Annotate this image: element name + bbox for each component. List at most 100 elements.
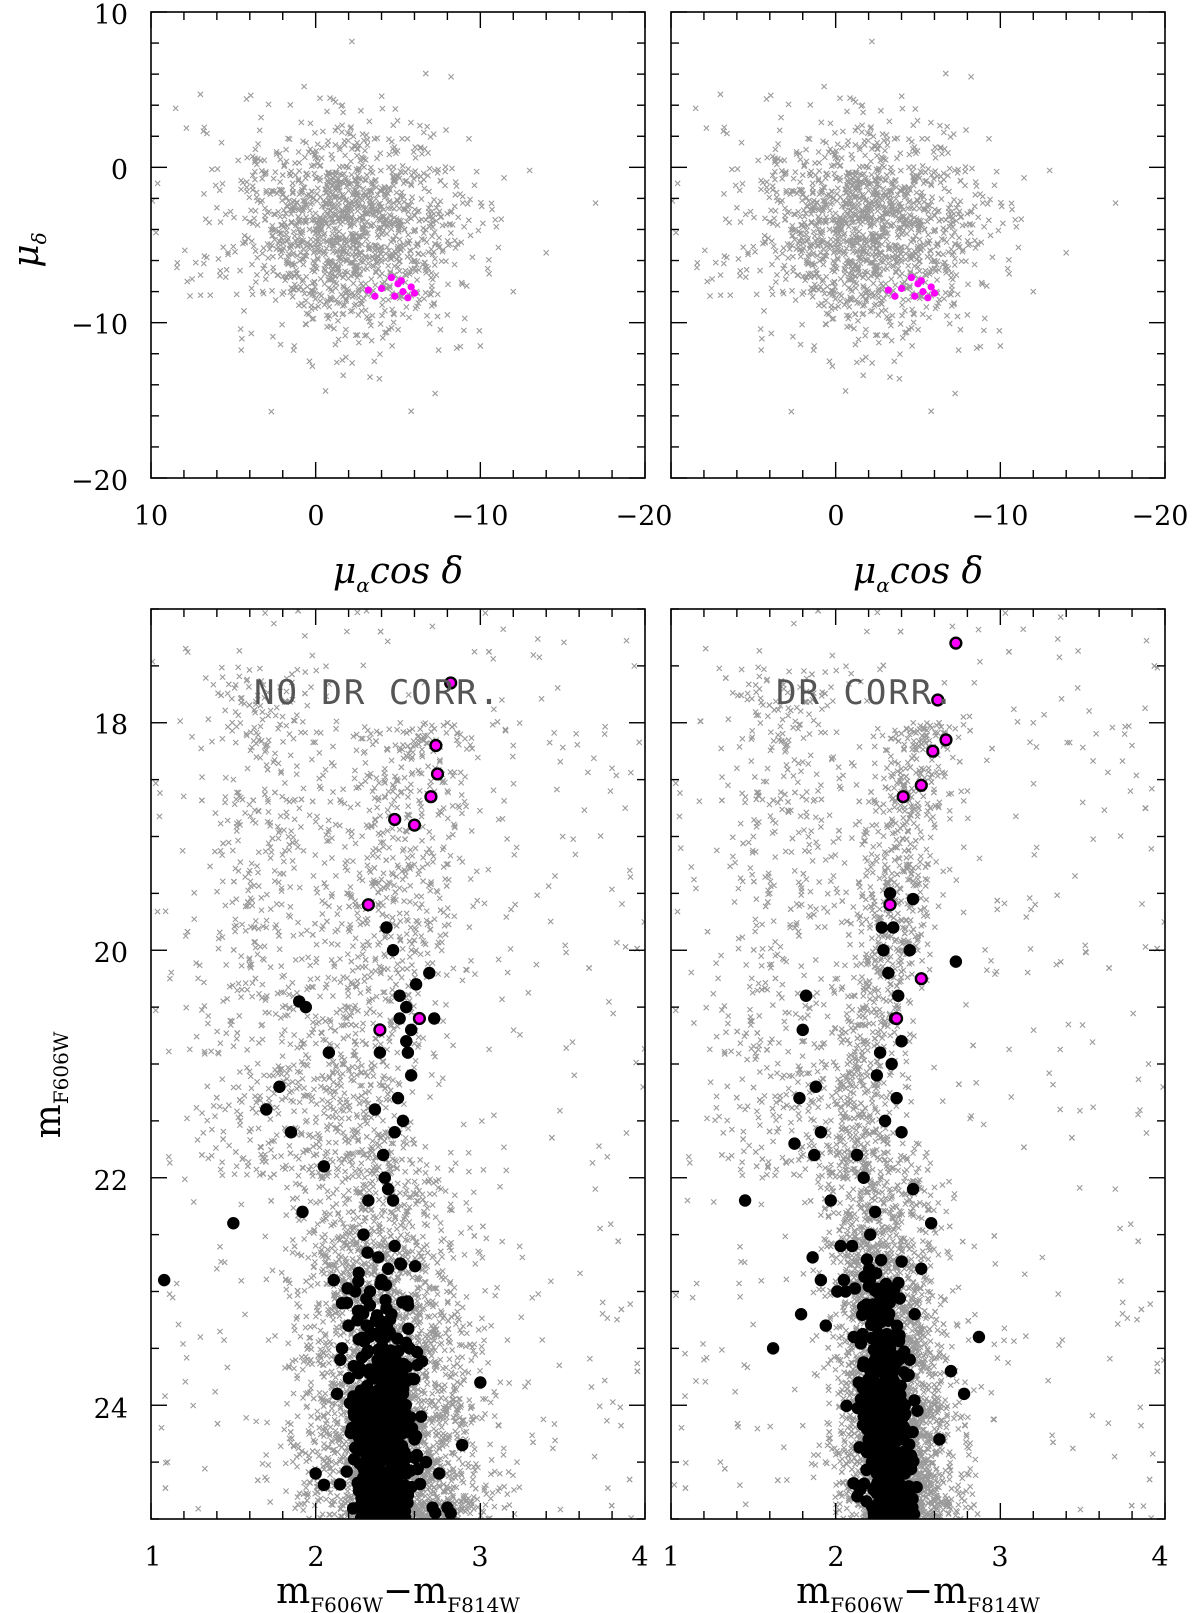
field-star-mark: [310, 249, 317, 256]
field-star-mark: [889, 262, 896, 269]
field-star-mark: [941, 185, 948, 192]
field-star-mark: [262, 276, 269, 283]
field-star-mark: [789, 188, 796, 195]
field-star-mark: [314, 1075, 321, 1082]
field-star-mark: [258, 167, 265, 174]
field-star-mark: [627, 769, 634, 776]
field-star-mark: [232, 739, 239, 746]
field-star-cloud: [151, 70, 533, 415]
field-star-mark: [415, 207, 422, 214]
member-star-point: [917, 277, 925, 285]
field-star-mark: [302, 320, 309, 327]
field-star-mark: [377, 167, 384, 174]
field-star-mark: [438, 1424, 445, 1431]
field-star-mark: [596, 1143, 603, 1150]
field-star-mark: [326, 312, 333, 319]
field-star-mark: [173, 264, 180, 271]
field-star-mark: [507, 945, 514, 952]
field-star-mark: [334, 247, 341, 254]
member-star-point: [391, 292, 399, 300]
field-star-mark: [355, 1057, 362, 1064]
field-star-mark: [823, 214, 830, 221]
field-star-mark: [323, 981, 330, 988]
field-star-mark: [416, 296, 423, 303]
field-star-mark: [333, 359, 340, 366]
field-star-mark: [817, 283, 824, 290]
field-star-mark: [479, 1395, 486, 1402]
field-star-mark: [461, 315, 468, 322]
field-star-mark: [895, 265, 902, 272]
field-star-mark: [941, 145, 948, 152]
field-star-mark: [853, 226, 860, 233]
field-star-mark: [416, 1166, 423, 1173]
field-star-mark: [427, 887, 434, 894]
field-star-mark: [407, 180, 414, 187]
field-star-mark: [279, 1164, 286, 1171]
field-star-mark: [361, 978, 368, 985]
field-star-mark: [817, 231, 824, 238]
field-star-mark: [428, 274, 435, 281]
field-star-mark: [943, 312, 950, 319]
field-star-mark: [388, 757, 395, 764]
field-star-mark: [320, 1413, 327, 1420]
field-star-mark: [342, 326, 349, 333]
field-star-mark: [427, 919, 434, 926]
field-star-mark: [312, 1040, 319, 1047]
field-star-mark: [350, 280, 357, 287]
field-star-mark: [419, 753, 426, 760]
field-star-mark: [875, 202, 882, 209]
field-star-mark: [604, 1485, 611, 1492]
field-star-mark: [877, 176, 884, 183]
field-star-mark: [264, 1419, 271, 1426]
field-star-mark: [866, 245, 873, 252]
field-star-mark: [477, 199, 484, 206]
field-star-mark: [774, 222, 781, 229]
field-star-mark: [457, 191, 464, 198]
member-star-point: [410, 289, 419, 297]
field-star-mark: [823, 253, 830, 260]
field-star-mark: [936, 296, 943, 303]
field-star-mark: [459, 1461, 466, 1468]
field-star-mark: [516, 1484, 523, 1491]
field-star-mark: [154, 180, 161, 187]
field-star-mark: [248, 207, 255, 214]
field-star-mark: [984, 200, 991, 207]
field-star-mark: [359, 226, 366, 233]
field-star-mark: [377, 320, 384, 327]
field-star-mark: [346, 1107, 353, 1114]
field-star-mark: [889, 183, 896, 190]
field-star-mark: [272, 1332, 278, 1339]
field-star-mark: [414, 173, 421, 180]
field-star-mark: [902, 250, 909, 257]
field-star-mark: [420, 129, 427, 136]
field-star-mark: [247, 747, 254, 754]
field-star-mark: [433, 271, 440, 278]
field-star-mark: [495, 244, 502, 251]
field-star-mark: [902, 329, 908, 336]
field-star-mark: [271, 188, 278, 195]
field-star-mark: [384, 190, 391, 197]
field-star-mark: [265, 1085, 272, 1092]
field-star-mark: [893, 155, 900, 162]
field-star-mark: [420, 230, 427, 237]
field-star-mark: [341, 302, 348, 309]
field-star-mark: [288, 220, 295, 227]
field-star-mark: [865, 251, 872, 258]
field-star-mark: [819, 239, 826, 246]
field-star-mark: [488, 1456, 495, 1463]
field-star-mark: [717, 292, 724, 299]
field-star-mark: [972, 191, 979, 198]
field-star-point: [348, 38, 355, 45]
field-star-mark: [392, 742, 399, 749]
field-star-mark: [349, 967, 356, 974]
field-star-mark: [248, 238, 255, 245]
field-star-mark: [551, 729, 558, 736]
field-star-mark: [910, 122, 917, 129]
field-star-mark: [470, 1347, 477, 1354]
field-star-mark: [325, 1444, 332, 1451]
field-star-mark: [838, 155, 845, 162]
field-star-mark: [940, 251, 947, 258]
field-star-mark: [322, 766, 329, 773]
field-star-mark: [925, 214, 932, 221]
field-star-mark: [291, 717, 298, 724]
